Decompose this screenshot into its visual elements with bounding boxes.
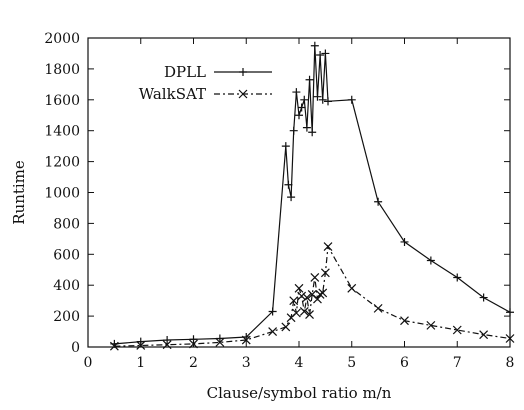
- data-point-dpll: [289, 126, 298, 135]
- data-point-dpll: [215, 334, 224, 343]
- data-point-dpll: [281, 142, 290, 151]
- data-point-walksat: [294, 283, 304, 293]
- y-tick-label: 0: [71, 340, 80, 356]
- data-point-walksat: [315, 290, 325, 299]
- data-point-dpll: [479, 293, 488, 302]
- data-point-walksat: [297, 291, 307, 301]
- data-point-dpll: [316, 50, 325, 59]
- y-tick-label: 1200: [44, 155, 80, 171]
- x-tick-label: 0: [84, 355, 93, 371]
- data-point-walksat: [323, 242, 333, 251]
- data-point-dpll: [318, 95, 327, 104]
- data-point-dpll: [284, 180, 293, 189]
- data-point-walksat: [302, 293, 312, 302]
- x-axis-label: Clause/symbol ratio m/n: [207, 384, 392, 402]
- y-tick-label: 1800: [44, 62, 80, 78]
- data-point-walksat: [318, 288, 328, 298]
- data-point-walksat: [305, 310, 314, 319]
- legend-label-walksat: WalkSAT: [139, 85, 206, 103]
- y-tick-label: 1600: [44, 93, 80, 109]
- series-walksat: [109, 242, 515, 351]
- series-layer: [109, 41, 515, 351]
- x-tick-label: 5: [347, 355, 356, 371]
- y-tick-label: 800: [53, 216, 80, 232]
- data-point-dpll: [300, 95, 309, 104]
- data-point-dpll: [302, 123, 311, 132]
- series-dpll: [110, 41, 514, 348]
- data-point-dpll: [295, 111, 303, 120]
- data-point-dpll: [268, 307, 277, 316]
- legend-marker-walksat: [238, 89, 248, 99]
- data-point-dpll: [163, 336, 172, 345]
- data-point-dpll: [287, 193, 296, 202]
- x-tick-label: 4: [295, 355, 304, 371]
- data-point-dpll: [310, 41, 319, 50]
- data-point-walksat: [452, 325, 462, 335]
- data-point-walksat: [215, 337, 225, 347]
- data-point-dpll: [321, 49, 330, 58]
- series-line-walksat: [114, 244, 511, 347]
- data-point-walksat: [162, 340, 172, 350]
- x-tick-label: 8: [506, 355, 515, 371]
- legend-label-dpll: DPLL: [164, 63, 206, 81]
- x-tick-label: 7: [453, 355, 462, 371]
- data-point-walksat: [347, 283, 357, 293]
- legend: DPLL WalkSAT: [139, 63, 272, 103]
- data-point-dpll: [426, 256, 435, 265]
- data-point-walksat: [268, 327, 278, 336]
- legend-marker-dpll: [239, 68, 247, 76]
- data-point-walksat: [241, 335, 251, 345]
- data-point-dpll: [305, 75, 314, 84]
- y-tick-label: 200: [53, 309, 80, 325]
- data-point-walksat: [426, 320, 436, 330]
- data-point-walksat: [505, 334, 515, 343]
- data-point-walksat: [310, 273, 320, 282]
- data-point-dpll: [297, 103, 306, 112]
- data-point-walksat: [479, 330, 489, 340]
- data-point-walksat: [373, 303, 383, 313]
- data-point-walksat: [291, 308, 301, 318]
- data-point-dpll: [374, 197, 383, 206]
- data-point-walksat: [299, 307, 309, 316]
- y-tick-label: 1400: [44, 124, 80, 140]
- y-tick-label: 2000: [44, 31, 80, 47]
- data-point-dpll: [347, 95, 356, 104]
- data-point-walksat: [320, 268, 330, 278]
- data-point-walksat: [313, 294, 322, 304]
- data-point-dpll: [324, 97, 333, 106]
- data-point-walksat: [289, 296, 299, 306]
- y-tick-label: 400: [53, 278, 80, 294]
- data-point-dpll: [292, 88, 301, 97]
- x-tick-label: 2: [189, 355, 198, 371]
- data-point-dpll: [313, 92, 322, 101]
- x-tick-label: 6: [400, 355, 409, 371]
- data-point-dpll: [400, 237, 409, 246]
- data-point-walksat: [281, 322, 291, 332]
- data-point-dpll: [506, 308, 514, 317]
- x-tick-label: 3: [242, 355, 251, 371]
- data-point-dpll: [453, 273, 462, 282]
- data-point-walksat: [400, 316, 409, 326]
- axis-layer: 0 1 2 3 4 5 6 7 8 0 200 400 600 800 1000 1200 1400 1600 18…: [44, 31, 514, 371]
- data-point-dpll: [308, 128, 317, 137]
- y-tick-label: 1000: [44, 186, 80, 202]
- x-tick-label: 1: [136, 355, 145, 371]
- y-axis-label: Runtime: [10, 160, 28, 225]
- data-point-walksat: [109, 341, 119, 351]
- y-tick-label: 600: [53, 247, 80, 263]
